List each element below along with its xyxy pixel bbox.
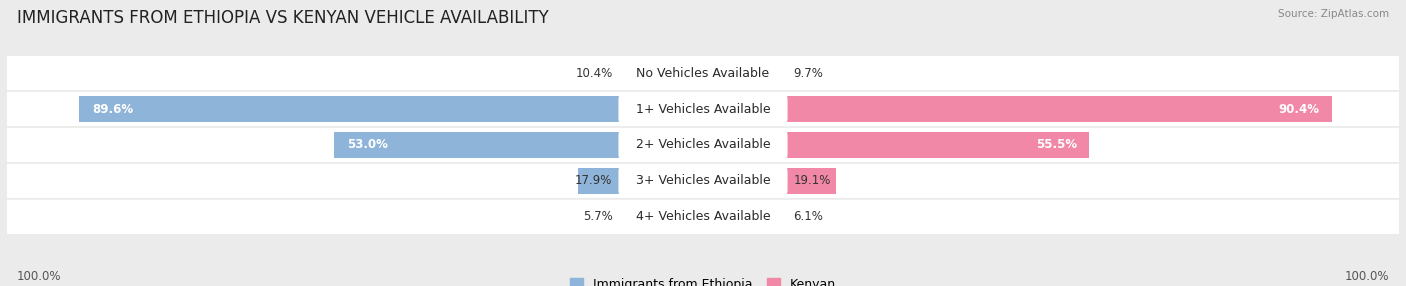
FancyBboxPatch shape	[3, 164, 1403, 198]
FancyBboxPatch shape	[3, 56, 1403, 90]
Bar	[703, 204, 745, 230]
Text: 5.7%: 5.7%	[582, 210, 613, 223]
Text: No Vehicles Available: No Vehicles Available	[637, 67, 769, 80]
Bar	[703, 60, 770, 86]
Text: 10.4%: 10.4%	[575, 67, 613, 80]
Text: 55.5%: 55.5%	[1036, 138, 1077, 152]
Text: Source: ZipAtlas.com: Source: ZipAtlas.com	[1278, 9, 1389, 19]
Bar	[79, 96, 703, 122]
Text: 53.0%: 53.0%	[347, 138, 388, 152]
Text: 89.6%: 89.6%	[91, 102, 134, 116]
Legend: Immigrants from Ethiopia, Kenyan: Immigrants from Ethiopia, Kenyan	[571, 278, 835, 286]
Text: IMMIGRANTS FROM ETHIOPIA VS KENYAN VEHICLE AVAILABILITY: IMMIGRANTS FROM ETHIOPIA VS KENYAN VEHIC…	[17, 9, 548, 27]
FancyBboxPatch shape	[3, 200, 1403, 234]
Bar	[703, 132, 1090, 158]
Text: 4+ Vehicles Available: 4+ Vehicles Available	[636, 210, 770, 223]
Text: 90.4%: 90.4%	[1278, 102, 1320, 116]
Text: 6.1%: 6.1%	[793, 210, 824, 223]
Text: 19.1%: 19.1%	[793, 174, 831, 187]
FancyBboxPatch shape	[619, 131, 787, 159]
Bar	[703, 168, 837, 194]
FancyBboxPatch shape	[619, 203, 787, 231]
Text: 100.0%: 100.0%	[1344, 270, 1389, 283]
Bar	[703, 96, 1331, 122]
Bar	[631, 60, 703, 86]
Bar	[335, 132, 703, 158]
Text: 2+ Vehicles Available: 2+ Vehicles Available	[636, 138, 770, 152]
Text: 3+ Vehicles Available: 3+ Vehicles Available	[636, 174, 770, 187]
Text: 1+ Vehicles Available: 1+ Vehicles Available	[636, 102, 770, 116]
FancyBboxPatch shape	[619, 167, 787, 194]
Bar	[578, 168, 703, 194]
Text: 9.7%: 9.7%	[793, 67, 824, 80]
FancyBboxPatch shape	[619, 59, 787, 87]
FancyBboxPatch shape	[619, 95, 787, 123]
FancyBboxPatch shape	[3, 92, 1403, 126]
Text: 17.9%: 17.9%	[575, 174, 613, 187]
FancyBboxPatch shape	[3, 128, 1403, 162]
Bar	[664, 204, 703, 230]
Text: 100.0%: 100.0%	[17, 270, 62, 283]
